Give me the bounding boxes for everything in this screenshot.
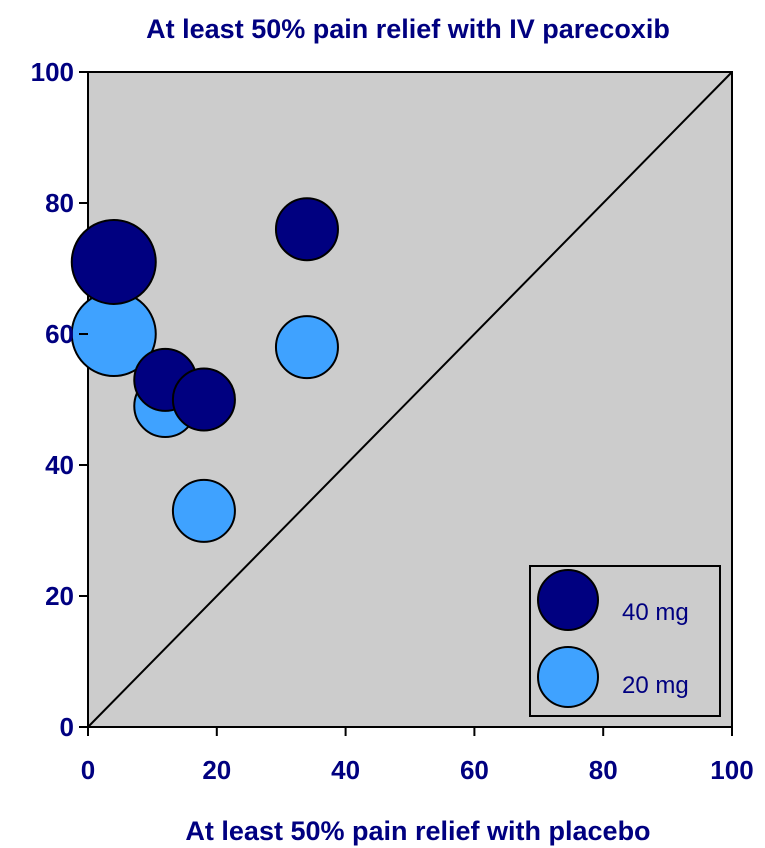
legend-marker-40mg xyxy=(537,569,599,631)
y-tick-label: 60 xyxy=(45,319,74,349)
x-tick-label: 40 xyxy=(331,755,360,785)
x-tick-label: 80 xyxy=(589,755,618,785)
chart-title: At least 50% pain relief with IV parecox… xyxy=(146,14,670,44)
data-point-40mg xyxy=(171,367,236,432)
y-tick-label: 40 xyxy=(45,450,74,480)
x-tick-label: 20 xyxy=(202,755,231,785)
y-tick-label: 20 xyxy=(45,581,74,611)
data-point-20mg xyxy=(171,478,236,543)
x-tick-label: 100 xyxy=(710,755,753,785)
data-point-40mg xyxy=(70,218,157,305)
diagonal-reference-line xyxy=(87,71,733,728)
legend-label-20mg: 20 mg xyxy=(622,672,689,699)
legend: 40 mg 20 mg xyxy=(529,565,721,717)
y-tick-label: 80 xyxy=(45,188,74,218)
data-point-40mg xyxy=(274,197,339,262)
data-point-20mg xyxy=(274,315,339,380)
legend-label-40mg: 40 mg xyxy=(622,599,689,626)
y-tick-label: 0 xyxy=(60,712,74,742)
axes: 0 20 40 60 80 100 0 20 40 60 80 100 xyxy=(31,57,754,785)
x-tick-label: 0 xyxy=(81,755,95,785)
legend-marker-20mg xyxy=(537,646,599,708)
y-tick-label: 100 xyxy=(31,57,74,87)
x-axis-title: At least 50% pain relief with placebo xyxy=(185,816,650,846)
data-points xyxy=(70,197,339,543)
x-tick-label: 60 xyxy=(460,755,489,785)
